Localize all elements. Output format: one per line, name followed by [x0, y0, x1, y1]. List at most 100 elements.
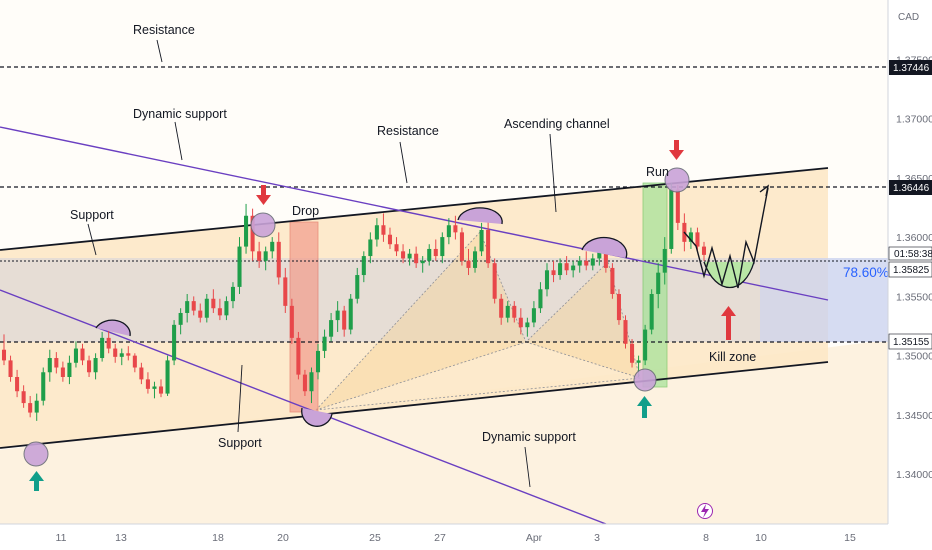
candle-body	[80, 348, 85, 361]
candle-body	[466, 260, 471, 268]
candle-body	[165, 360, 170, 394]
candle-body	[446, 225, 451, 238]
candle-body	[551, 270, 556, 276]
x-tick-label: 18	[212, 532, 224, 544]
channel-top-line	[0, 167, 829, 251]
candle-body	[701, 246, 707, 255]
projected-arrowhead	[759, 184, 770, 197]
candle-body	[315, 350, 321, 373]
lightning-icon[interactable]	[697, 503, 713, 519]
candle-body	[335, 310, 340, 321]
candle-body	[597, 251, 602, 259]
candle-body	[361, 256, 366, 276]
dynamic-support-upper	[0, 126, 829, 301]
candle-body	[302, 374, 307, 392]
candle-body	[132, 355, 137, 368]
candle-body	[289, 305, 294, 338]
candles-group	[1, 182, 707, 421]
candle-body	[656, 272, 661, 295]
candle-body	[270, 241, 275, 252]
pointer-dynamic-top	[174, 121, 183, 161]
label-run: Run	[646, 165, 669, 179]
candle-body	[394, 244, 399, 252]
time-axis[interactable]	[0, 524, 888, 550]
arrow-up-icon	[637, 396, 652, 418]
candle-body	[420, 260, 425, 264]
candle-body	[486, 229, 491, 264]
candle-body	[387, 234, 393, 245]
x-tick-label: Apr	[526, 532, 543, 544]
touch-arc-3	[581, 236, 628, 259]
candle-body	[374, 225, 379, 240]
candle-body	[119, 353, 124, 357]
pointer-dynamic-bottom	[524, 446, 531, 488]
arrow-down-icon	[669, 140, 684, 160]
currency-label: CAD	[898, 12, 919, 23]
price-tag-1-35825	[888, 261, 932, 278]
price-tag-text-2: 1.36446	[893, 183, 930, 194]
fib-zone	[760, 258, 888, 342]
pointer-resistance-top	[156, 39, 163, 63]
harmonic-xb	[315, 341, 527, 411]
label-drop: Drop	[292, 204, 319, 218]
candle-body	[126, 353, 131, 356]
candle-body	[178, 312, 183, 325]
candle-body	[649, 294, 654, 330]
candle-body	[60, 367, 65, 377]
arrow-up-icon	[721, 306, 736, 340]
projected-path	[683, 187, 769, 289]
arrow-down-icon	[256, 185, 271, 205]
y-tick-label: 1.34000	[896, 469, 932, 481]
candle-body	[145, 379, 150, 389]
touch-circle-run-high	[664, 167, 690, 193]
countdown-text: 01:58:38	[894, 249, 932, 260]
pointer-ascending	[549, 133, 557, 213]
candle-body	[342, 310, 347, 330]
candle-body	[505, 305, 510, 318]
y-tick-label: 1.34500	[896, 410, 932, 422]
candle-body	[309, 372, 314, 392]
candle-body	[407, 253, 412, 259]
candle-body	[329, 320, 334, 337]
candle-body	[106, 337, 111, 349]
candle-body	[185, 301, 190, 313]
candle-body	[564, 263, 569, 271]
touch-circle-drop	[250, 212, 276, 238]
candle-body	[590, 258, 595, 266]
touch-arc-2	[457, 207, 503, 225]
label-support-bottom: Support	[218, 436, 262, 450]
x-tick-group: 11 13 18 20 25 27 Apr 3 8 10 15	[56, 532, 856, 544]
candle-body	[172, 324, 177, 361]
candle-body	[544, 270, 550, 290]
candle-body	[479, 229, 484, 252]
price-tag-1-35155	[888, 333, 932, 350]
candle-body	[224, 301, 229, 316]
touch-circle-run-low	[633, 368, 657, 392]
touch-arc-4	[301, 407, 333, 427]
candle-body	[584, 260, 589, 266]
candle-body	[473, 251, 478, 268]
candle-body	[237, 246, 242, 287]
candle-body	[34, 400, 39, 413]
candle-body	[322, 336, 327, 351]
fib-label: 78.60%	[843, 265, 889, 280]
x-tick-label: 25	[369, 532, 381, 544]
candle-body	[459, 232, 464, 261]
candle-body	[230, 286, 235, 302]
y-tick-label: 1.35000	[896, 351, 932, 363]
x-tick-label: 3	[594, 532, 600, 544]
candle-body	[558, 263, 563, 276]
candle-body	[355, 275, 360, 299]
candle-body	[87, 360, 92, 373]
candle-body	[531, 308, 536, 323]
candle-body	[198, 310, 203, 318]
candle-body	[54, 358, 59, 368]
price-tag-text-3: 1.35825	[893, 265, 930, 276]
candle-body	[191, 301, 196, 311]
candle-body	[662, 248, 667, 273]
candle-body	[283, 277, 288, 306]
candle-body	[211, 298, 216, 309]
candle-body	[636, 360, 641, 363]
